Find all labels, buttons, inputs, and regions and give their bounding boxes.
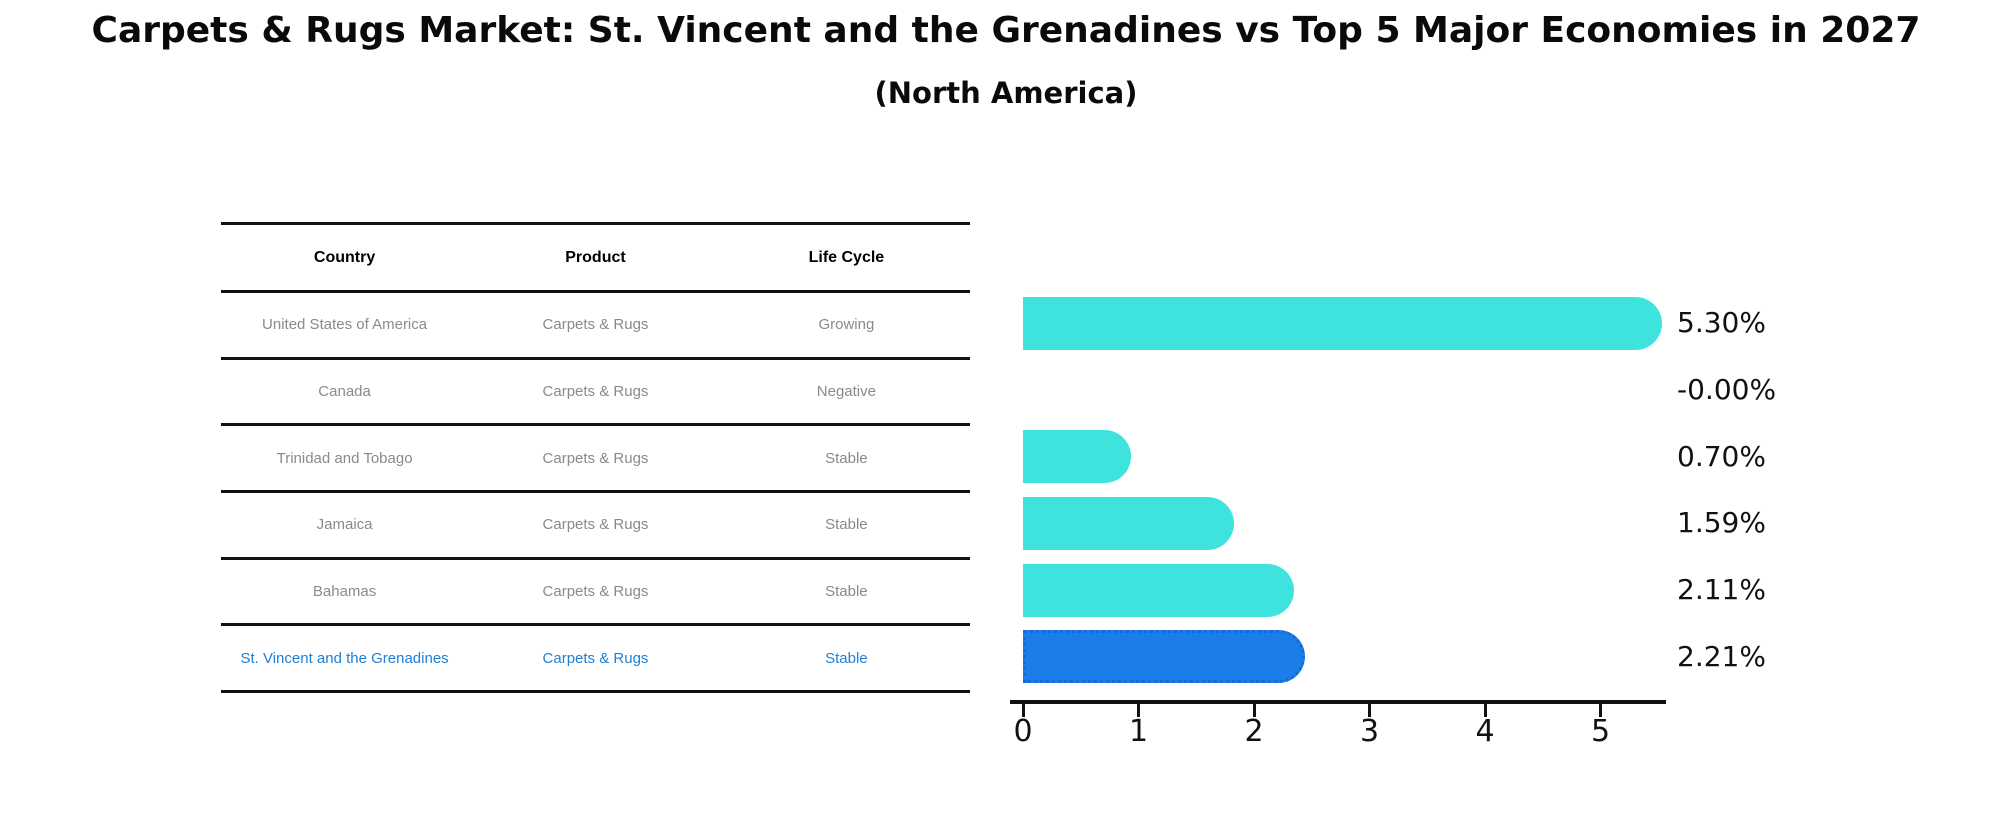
- table-row: Trinidad and Tobago Carpets & Rugs Stabl…: [221, 426, 970, 494]
- bar-value-label: 1.59%: [1677, 506, 1766, 540]
- column-header-life-cycle: Life Cycle: [808, 248, 885, 266]
- bar: [1023, 296, 1663, 350]
- chart-title: Carpets & Rugs Market: St. Vincent and t…: [91, 10, 1921, 51]
- table-row: United States of America Carpets & Rugs …: [221, 293, 970, 360]
- table-row: Bahamas Carpets & Rugs Stable: [221, 560, 970, 627]
- comparison-table: Country Product Life Cycle United States…: [221, 222, 970, 694]
- bar: [1023, 563, 1294, 617]
- axis-tick: [1252, 704, 1256, 717]
- product-cell: Carpets & Rugs: [542, 449, 649, 467]
- product-cell: Carpets & Rugs: [542, 316, 649, 334]
- country-cell: Bahamas: [312, 583, 377, 601]
- bar-value-label: 2.21%: [1677, 639, 1766, 673]
- country-cell: St. Vincent and the Grenadines: [240, 649, 449, 667]
- bar: [1023, 496, 1234, 550]
- column-header-product: Product: [565, 248, 626, 266]
- life-cycle-cell: Stable: [825, 449, 868, 467]
- bar: [1023, 430, 1131, 484]
- column-header-country: Country: [313, 248, 376, 266]
- table-header-row: Country Product Life Cycle: [221, 225, 970, 293]
- product-cell: Carpets & Rugs: [542, 583, 649, 601]
- bar-value-label: 0.70%: [1677, 439, 1766, 473]
- bar-highlighted: [1023, 630, 1306, 684]
- life-cycle-cell: Stable: [825, 583, 868, 601]
- life-cycle-cell: Stable: [825, 516, 868, 534]
- x-axis-line: [1010, 700, 1666, 704]
- axis-tick-label: 4: [1475, 714, 1495, 749]
- country-cell: United States of America: [262, 316, 428, 334]
- axis-tick-label: 2: [1244, 714, 1264, 749]
- axis-tick: [1021, 704, 1025, 717]
- product-cell: Carpets & Rugs: [542, 516, 649, 534]
- table-row: Jamaica Carpets & Rugs Stable: [221, 493, 970, 560]
- axis-tick: [1368, 704, 1371, 717]
- table-row-highlighted: St. Vincent and the Grenadines Carpets &…: [221, 626, 970, 694]
- life-cycle-cell: Negative: [816, 383, 876, 401]
- axis-tick-label: 5: [1590, 714, 1611, 749]
- chart-subtitle: (North America): [874, 76, 1138, 110]
- axis-tick-label: 0: [1013, 714, 1033, 749]
- axis-tick: [1483, 704, 1487, 717]
- life-cycle-cell: Stable: [825, 649, 868, 667]
- bar-value-label: 5.30%: [1677, 306, 1766, 340]
- country-cell: Jamaica: [316, 516, 373, 534]
- product-cell: Carpets & Rugs: [542, 649, 649, 667]
- life-cycle-cell: Growing: [818, 316, 875, 334]
- axis-tick-label: 3: [1359, 714, 1380, 749]
- table-row: Canada Carpets & Rugs Negative: [221, 360, 970, 427]
- bar-value-label: 2.11%: [1677, 573, 1766, 607]
- country-cell: Trinidad and Tobago: [276, 449, 413, 467]
- country-cell: Canada: [318, 383, 371, 401]
- bar-value-label: -0.00%: [1677, 373, 1777, 407]
- product-cell: Carpets & Rugs: [542, 383, 649, 401]
- axis-tick: [1137, 704, 1140, 717]
- axis-tick: [1599, 704, 1602, 717]
- axis-tick-label: 1: [1128, 714, 1149, 749]
